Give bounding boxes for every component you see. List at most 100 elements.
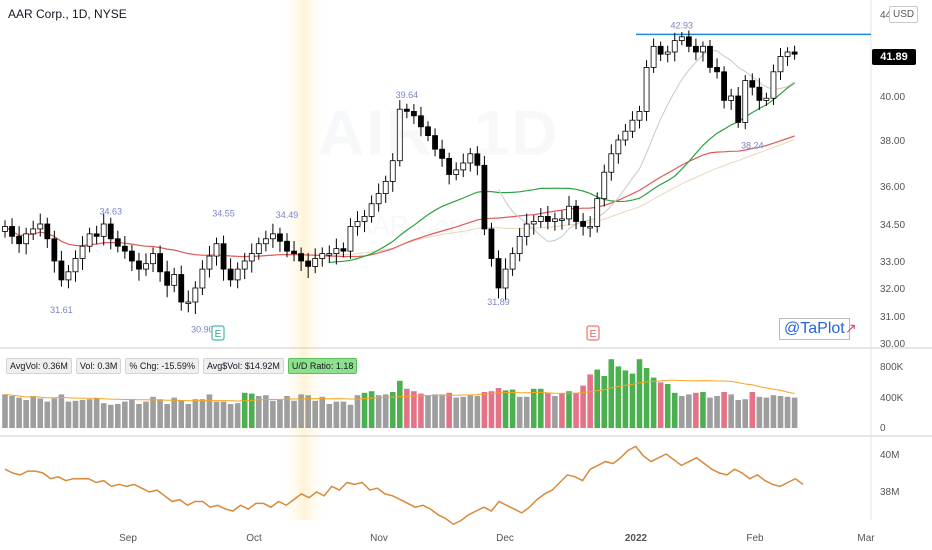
volume-bar (509, 389, 516, 428)
volume-bar (16, 397, 22, 428)
candle (58, 260, 65, 281)
volume-bar (37, 398, 44, 428)
candle (530, 221, 537, 225)
chart-up-icon: ↗ (845, 320, 857, 336)
candle (587, 226, 594, 229)
y-tick-label: 32.00 (880, 284, 905, 295)
candle (467, 153, 474, 164)
volume-bar (375, 395, 382, 428)
candle (157, 253, 164, 273)
volume-bar (530, 388, 537, 428)
candle (693, 45, 699, 53)
volume-bar (150, 396, 156, 428)
candle (770, 71, 777, 99)
volume-bar (107, 404, 114, 428)
volume-bar (277, 400, 283, 428)
volume-bar (9, 396, 15, 428)
candle (284, 240, 290, 252)
candle (389, 160, 396, 182)
candle (721, 71, 727, 101)
candle (333, 248, 340, 255)
volume-average-line (4, 379, 795, 402)
volume-bar (185, 404, 192, 428)
candle (9, 226, 15, 237)
volume-bar (340, 401, 347, 428)
candle (580, 221, 586, 227)
volume-bar (622, 370, 629, 428)
volume-bar (136, 404, 142, 428)
candle (622, 130, 629, 141)
volume-bar (538, 388, 544, 428)
candle (509, 253, 516, 270)
volume-bar (206, 394, 213, 428)
volume-bar (263, 395, 269, 428)
candle (777, 56, 784, 73)
volume-bar (404, 388, 410, 428)
candle (678, 36, 685, 41)
candle (192, 287, 199, 303)
candle (86, 233, 93, 247)
candle (396, 108, 403, 162)
x-tick-label: Feb (746, 533, 764, 544)
avg-dollar-vol-badge: Avg$Vol: $14.92M (202, 358, 284, 374)
candle (474, 153, 481, 166)
volume-bar (756, 396, 763, 428)
obv-tick-label: 38M (880, 487, 899, 498)
volume-bar (227, 404, 234, 428)
y-tick-label: 31.00 (880, 312, 905, 323)
volume-bar (305, 395, 311, 428)
annotations: 34.63 31.61 34.55 30.90 34.49 39.64 31.89 42.93… (50, 20, 764, 341)
price-annotation: 30.90 (191, 325, 214, 335)
price-annotation: 39.64 (396, 90, 419, 100)
candle (495, 258, 502, 289)
volume-bar (714, 396, 720, 428)
volume-tick-label: 0 (880, 423, 886, 434)
volume-bar (784, 396, 791, 428)
candle (763, 97, 770, 101)
obv-series (4, 445, 804, 526)
candle (432, 135, 438, 150)
volume-bar (453, 397, 459, 428)
candle (291, 250, 297, 254)
volume-bar (770, 395, 777, 428)
volume-bar (742, 399, 749, 428)
volume-bar (721, 392, 727, 428)
candle (44, 223, 51, 240)
candle (615, 139, 622, 155)
earnings-marker (211, 325, 225, 341)
candle (707, 45, 713, 68)
candle (114, 238, 121, 247)
candle (446, 157, 453, 175)
volume-bar (777, 396, 784, 428)
volume-bar (643, 368, 650, 428)
volume-bar (199, 399, 206, 428)
candle (601, 171, 608, 200)
candle (664, 51, 671, 55)
ma-50-line (329, 82, 795, 264)
volume-bar (481, 392, 488, 428)
volume-bar (460, 396, 467, 428)
candle (791, 51, 798, 55)
volume-bar (587, 374, 593, 428)
candle (347, 226, 354, 252)
candle (128, 250, 135, 262)
candle (537, 215, 544, 222)
currency-button[interactable]: USD (889, 6, 919, 23)
candle (439, 148, 446, 159)
volume-bar (178, 400, 185, 428)
volume-bar (573, 392, 579, 428)
volume-bar (143, 401, 149, 428)
volume-bar (735, 400, 741, 428)
volume-bar (361, 392, 368, 428)
y-tick-label: 44 (880, 10, 892, 21)
candle (23, 233, 30, 245)
price-annotation: 34.63 (99, 207, 122, 217)
volume-bar (270, 400, 276, 428)
candle (714, 67, 720, 73)
candle (368, 203, 375, 217)
candle (382, 180, 389, 194)
candle (354, 221, 361, 227)
volume-bar (291, 400, 297, 428)
candle (37, 223, 44, 230)
volume-bar (129, 399, 135, 428)
